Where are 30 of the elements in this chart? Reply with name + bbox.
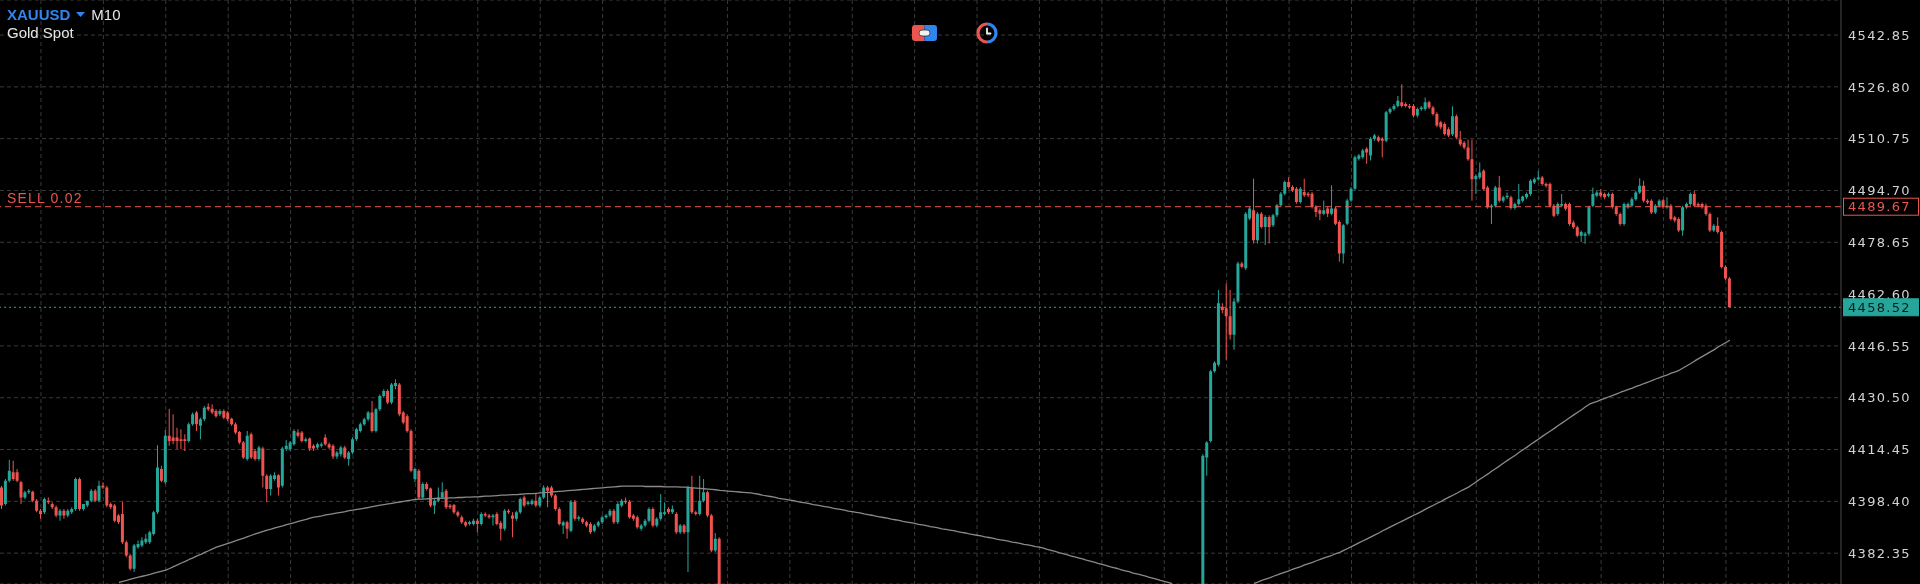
y-tick-label: 4494.70 xyxy=(1848,183,1911,199)
y-tick-label: 4510.75 xyxy=(1848,131,1911,147)
y-tick-label: 4446.55 xyxy=(1848,338,1911,354)
y-tick-label: 4462.60 xyxy=(1848,286,1911,302)
candlestick xyxy=(526,500,530,506)
candlestick xyxy=(1380,137,1384,158)
chart-title: XAUUSD xyxy=(7,6,71,23)
y-tick-label: 4382.35 xyxy=(1848,545,1911,561)
annotation: M10 xyxy=(91,6,121,23)
candlestick xyxy=(694,510,698,516)
candlestick xyxy=(1606,192,1610,198)
text: 4489.67 xyxy=(1848,199,1911,215)
candlestick xyxy=(468,520,472,526)
y-tick-label: 4478.65 xyxy=(1848,234,1911,250)
candlestick xyxy=(1224,283,1228,360)
candlestick xyxy=(179,429,183,450)
candlestick xyxy=(483,512,487,518)
candlestick xyxy=(561,520,565,534)
candlestick xyxy=(1400,84,1404,108)
y-tick-label: 4526.80 xyxy=(1848,79,1911,95)
y-tick-label: 4414.45 xyxy=(1848,442,1911,458)
y-tick-label: 4542.85 xyxy=(1848,27,1911,43)
candlestick xyxy=(304,437,308,443)
candlestick xyxy=(577,515,581,521)
y-tick-label: 4430.50 xyxy=(1848,390,1911,406)
candlestick xyxy=(546,485,550,508)
text: Gold Spot xyxy=(7,24,74,41)
y-tick-label: 4398.40 xyxy=(1848,494,1911,510)
text: 4458.52 xyxy=(1848,299,1911,315)
ref-line-label: SELL 0.02 xyxy=(7,190,83,207)
